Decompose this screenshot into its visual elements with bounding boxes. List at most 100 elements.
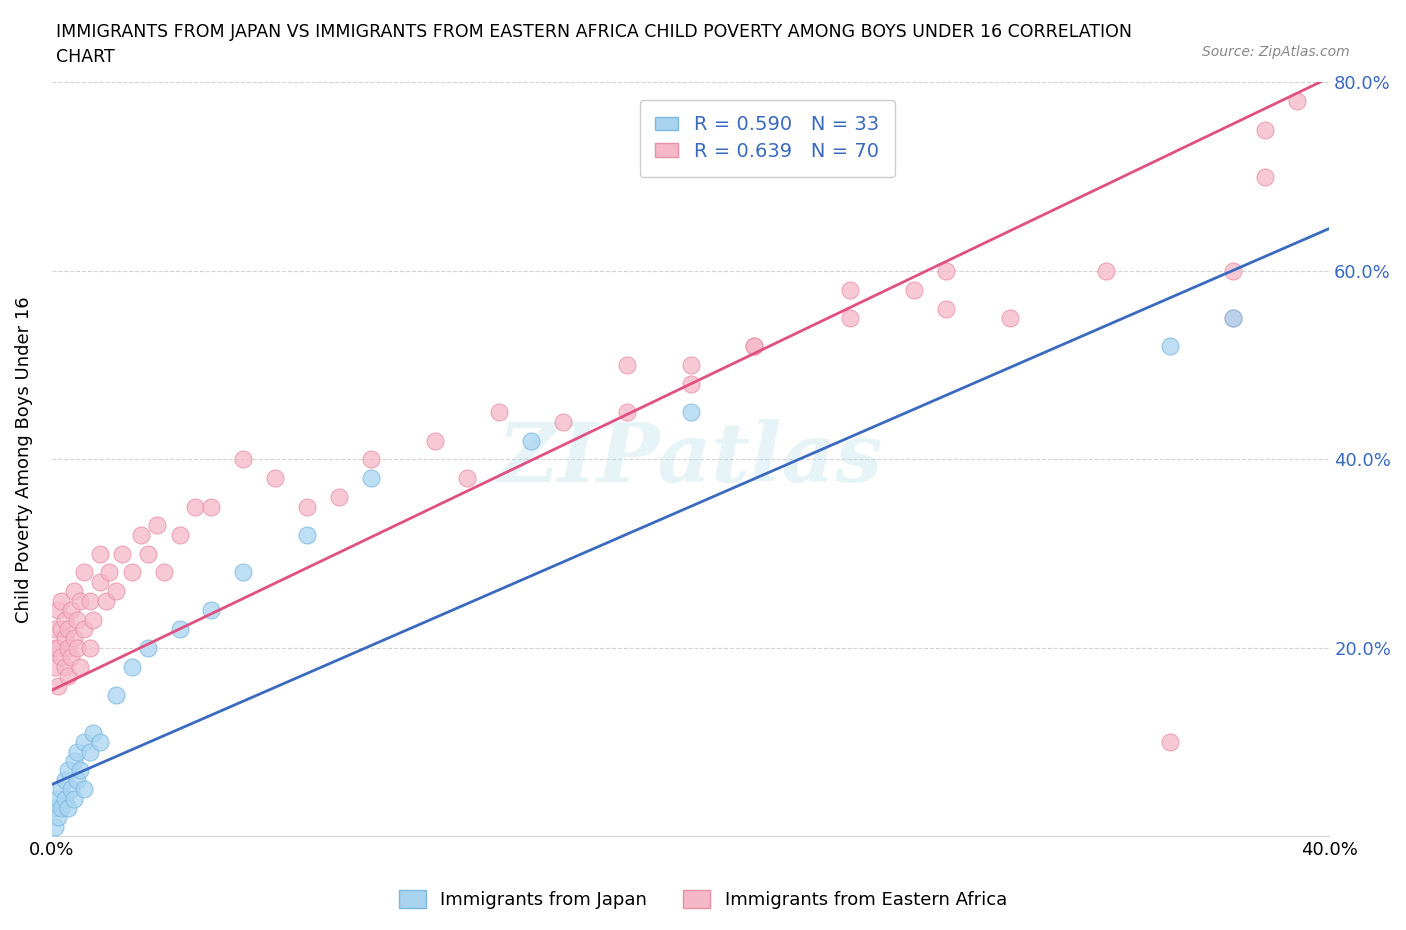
Point — [44, 819, 66, 834]
Point — [79, 744, 101, 759]
Point — [104, 584, 127, 599]
Point — [66, 744, 89, 759]
Y-axis label: Child Poverty Among Boys Under 16: Child Poverty Among Boys Under 16 — [15, 296, 32, 623]
Point — [53, 791, 76, 806]
Point — [69, 659, 91, 674]
Text: CHART: CHART — [56, 48, 115, 66]
Point — [200, 603, 222, 618]
Point — [56, 763, 79, 777]
Point — [152, 565, 174, 580]
Point — [200, 499, 222, 514]
Point — [1094, 263, 1116, 278]
Point — [998, 311, 1021, 325]
Point — [59, 650, 82, 665]
Point — [82, 725, 104, 740]
Point — [73, 621, 96, 636]
Point — [63, 584, 86, 599]
Point — [1159, 339, 1181, 353]
Point — [169, 527, 191, 542]
Point — [679, 358, 702, 373]
Point — [51, 782, 73, 797]
Point — [121, 659, 143, 674]
Point — [111, 546, 134, 561]
Point — [53, 631, 76, 645]
Text: IMMIGRANTS FROM JAPAN VS IMMIGRANTS FROM EASTERN AFRICA CHILD POVERTY AMONG BOYS: IMMIGRANTS FROM JAPAN VS IMMIGRANTS FROM… — [56, 23, 1132, 41]
Point — [89, 735, 111, 750]
Point — [935, 263, 957, 278]
Point — [73, 735, 96, 750]
Point — [59, 782, 82, 797]
Point — [136, 641, 159, 656]
Point — [360, 471, 382, 485]
Point — [104, 687, 127, 702]
Point — [53, 772, 76, 787]
Point — [297, 527, 319, 542]
Point — [51, 801, 73, 816]
Point — [146, 518, 169, 533]
Point — [520, 433, 543, 448]
Point — [56, 801, 79, 816]
Legend: Immigrants from Japan, Immigrants from Eastern Africa: Immigrants from Japan, Immigrants from E… — [392, 883, 1014, 916]
Point — [1286, 94, 1309, 109]
Point — [66, 641, 89, 656]
Point — [1254, 122, 1277, 137]
Point — [232, 565, 254, 580]
Point — [59, 603, 82, 618]
Point — [1222, 263, 1244, 278]
Point — [63, 753, 86, 768]
Point — [63, 791, 86, 806]
Point — [73, 782, 96, 797]
Point — [79, 593, 101, 608]
Point — [297, 499, 319, 514]
Point — [56, 621, 79, 636]
Point — [53, 659, 76, 674]
Point — [616, 358, 638, 373]
Point — [903, 283, 925, 298]
Point — [44, 659, 66, 674]
Point — [94, 593, 117, 608]
Point — [79, 641, 101, 656]
Point — [46, 791, 69, 806]
Point — [63, 631, 86, 645]
Point — [66, 772, 89, 787]
Point — [56, 669, 79, 684]
Point — [46, 641, 69, 656]
Point — [53, 612, 76, 627]
Point — [169, 621, 191, 636]
Point — [129, 527, 152, 542]
Point — [51, 593, 73, 608]
Point — [69, 763, 91, 777]
Point — [46, 810, 69, 825]
Point — [232, 452, 254, 467]
Point — [44, 801, 66, 816]
Point — [82, 612, 104, 627]
Point — [551, 414, 574, 429]
Point — [44, 621, 66, 636]
Point — [423, 433, 446, 448]
Point — [1222, 311, 1244, 325]
Legend: R = 0.590   N = 33, R = 0.639   N = 70: R = 0.590 N = 33, R = 0.639 N = 70 — [640, 100, 894, 177]
Point — [51, 621, 73, 636]
Point — [1159, 735, 1181, 750]
Point — [66, 612, 89, 627]
Point — [839, 311, 862, 325]
Point — [73, 565, 96, 580]
Point — [1254, 169, 1277, 184]
Point — [744, 339, 766, 353]
Point — [679, 377, 702, 392]
Point — [360, 452, 382, 467]
Point — [264, 471, 287, 485]
Point — [56, 641, 79, 656]
Point — [89, 546, 111, 561]
Point — [44, 641, 66, 656]
Point — [121, 565, 143, 580]
Point — [69, 593, 91, 608]
Point — [679, 405, 702, 419]
Point — [136, 546, 159, 561]
Point — [935, 301, 957, 316]
Point — [51, 650, 73, 665]
Point — [456, 471, 478, 485]
Text: Source: ZipAtlas.com: Source: ZipAtlas.com — [1202, 45, 1350, 59]
Point — [89, 575, 111, 590]
Point — [616, 405, 638, 419]
